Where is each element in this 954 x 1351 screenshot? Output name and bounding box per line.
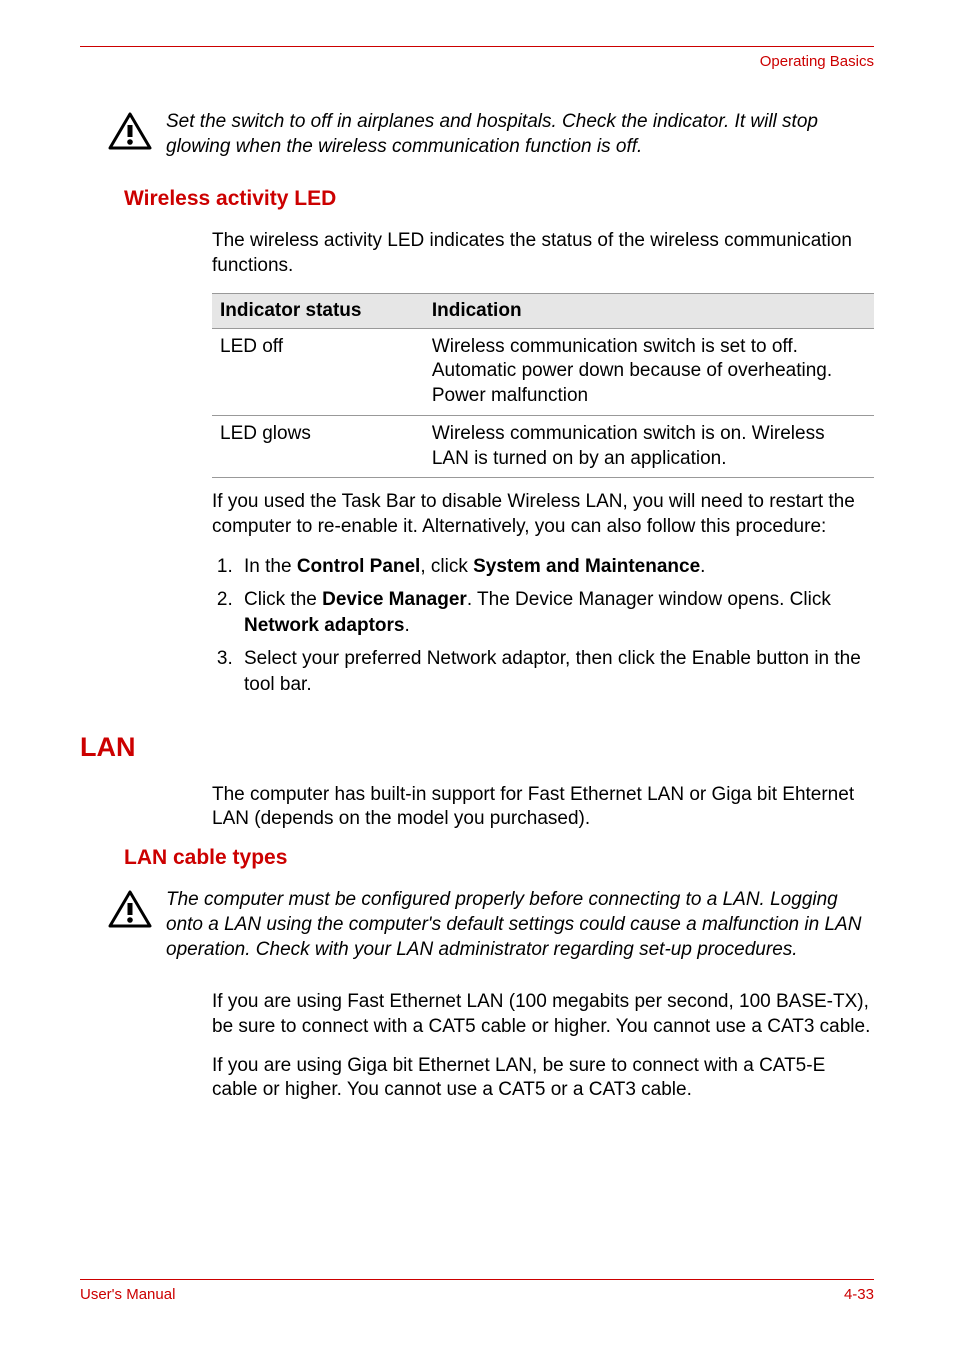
footer-rule [80,1279,874,1280]
header-rule [80,46,874,47]
step-1: In the Control Panel, click System and M… [238,554,874,580]
header-section: Operating Basics [80,53,874,70]
th-indication: Indication [424,293,874,328]
th-status: Indicator status [212,293,424,328]
footer-right: 4-33 [844,1286,874,1303]
indicator-table: Indicator status Indication LED off Wire… [212,293,874,478]
cell-indication-1: Wireless communication switch is on. Wir… [424,415,874,477]
warning-text-2: The computer must be configured properly… [166,888,874,962]
cell-status-0: LED off [212,328,424,415]
warning-text-1: Set the switch to off in airplanes and h… [166,110,874,159]
warning-block-1: Set the switch to off in airplanes and h… [108,110,874,159]
page-footer: User's Manual 4-33 [80,1279,874,1303]
footer-left: User's Manual [80,1286,175,1303]
heading-lan: LAN [80,732,874,763]
procedure-list: In the Control Panel, click System and M… [212,554,874,698]
cell-indication-0: Wireless communication switch is set to … [424,328,874,415]
step-2: Click the Device Manager. The Device Man… [238,587,874,638]
table-row: LED off Wireless communication switch is… [212,328,874,415]
restart-text: If you used the Task Bar to disable Wire… [212,490,874,539]
lan-intro: The computer has built-in support for Fa… [212,783,874,832]
heading-lan-cable-types: LAN cable types [124,846,874,870]
lan-paragraph-2: If you are using Giga bit Ethernet LAN, … [212,1054,874,1103]
table-header-row: Indicator status Indication [212,293,874,328]
warning-icon [108,890,152,933]
warning-block-2: The computer must be configured properly… [108,888,874,962]
table-row: LED glows Wireless communication switch … [212,415,874,477]
wireless-intro: The wireless activity LED indicates the … [212,229,874,278]
heading-wireless-led: Wireless activity LED [124,187,874,211]
cell-status-1: LED glows [212,415,424,477]
lan-paragraph-1: If you are using Fast Ethernet LAN (100 … [212,990,874,1039]
step-3: Select your preferred Network adaptor, t… [238,646,874,697]
warning-icon [108,112,152,155]
